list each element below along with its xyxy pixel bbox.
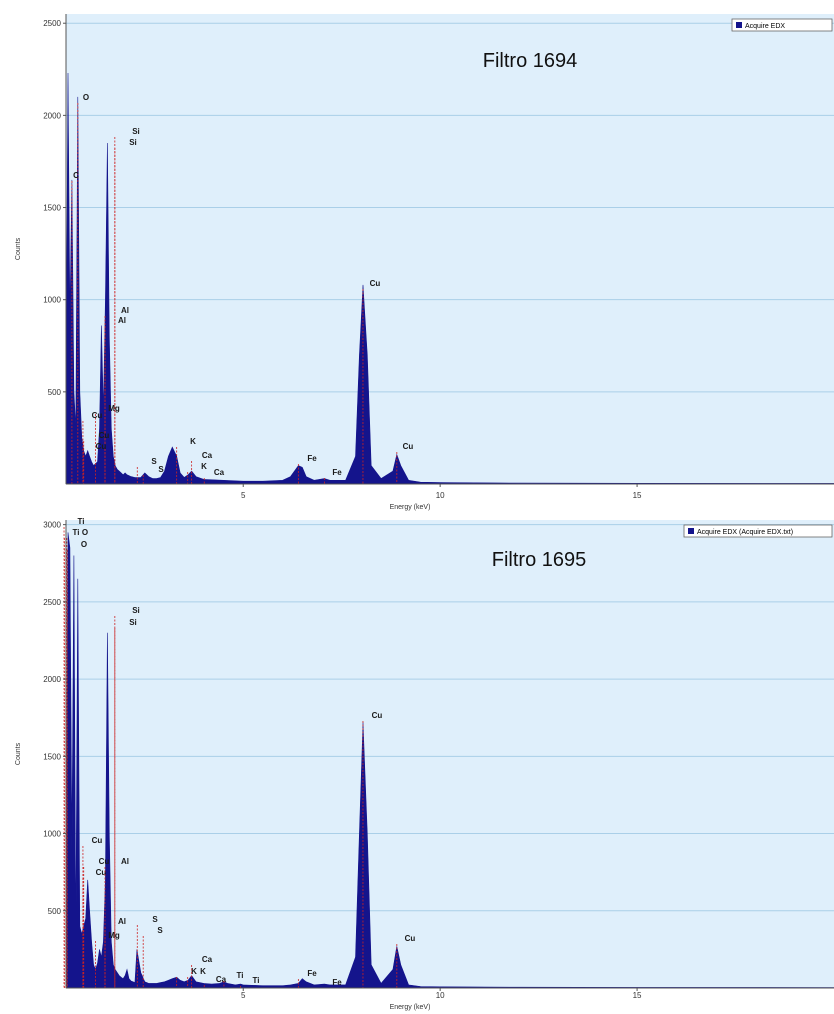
peak-label: Si	[132, 606, 140, 615]
spectrum-panel-filtro-1695: Ti O Ti O Si Si Cu Cu Cu Al Al Mg S S K Ca K Ca Ti Ti Fe Fe Cu…	[0, 514, 834, 1014]
y-tick-label: 500	[48, 388, 62, 397]
peak-label: Cu	[96, 442, 107, 451]
x-tick-label: 5	[241, 491, 246, 500]
y-tick-label: 3000	[43, 521, 61, 530]
y-tick-label: 1000	[43, 830, 61, 839]
peak-label: Si	[132, 127, 140, 136]
peak-label: Ti	[253, 976, 260, 985]
y-tick-label: 1000	[43, 296, 61, 305]
peak-label: Al	[118, 917, 126, 926]
y-tick-label: 2500	[43, 19, 61, 28]
peak-label: Ti	[73, 528, 80, 537]
peak-label: K	[190, 437, 196, 446]
peak-label: Cu	[405, 934, 416, 943]
peak-label: Cu	[99, 431, 110, 440]
y-tick-label: 2000	[43, 675, 61, 684]
y-axis-title: Counts	[15, 237, 22, 260]
peak-label: Mg	[108, 931, 120, 940]
x-tick-label: 15	[633, 491, 642, 500]
peak-label: Fe	[332, 468, 342, 477]
peak-label: Fe	[307, 454, 317, 463]
legend-label: Acquire EDX (Acquire EDX.txt)	[697, 529, 793, 536]
x-tick-label: 15	[633, 991, 642, 1000]
peak-label: Cu	[96, 868, 107, 877]
peak-label: S	[151, 457, 157, 466]
peak-label: Ca	[216, 975, 227, 984]
peak-label: Si	[129, 138, 137, 147]
peak-label: K	[201, 462, 207, 471]
peak-label: Ti	[78, 517, 85, 526]
chart-title: Filtro 1695	[492, 549, 587, 571]
y-tick-label: 1500	[43, 204, 61, 213]
chart-title: Filtro 1694	[483, 50, 578, 72]
peak-label: O	[83, 93, 89, 102]
peak-label: Al	[121, 306, 129, 315]
x-tick-label: 10	[436, 991, 445, 1000]
peak-label: S	[152, 915, 158, 924]
peak-label: Si	[129, 618, 137, 627]
peak-label: Cu	[99, 857, 110, 866]
x-tick-label: 10	[436, 491, 445, 500]
peak-label: Cu	[372, 711, 383, 720]
peak-label: Cu	[370, 279, 381, 288]
y-tick-label: 1500	[43, 752, 61, 761]
peak-label: S	[158, 465, 164, 474]
peak-label: Cu	[403, 442, 414, 451]
legend-swatch	[736, 22, 742, 28]
peak-label: Ti	[237, 971, 244, 980]
legend-box	[683, 524, 833, 538]
peak-label: Al	[118, 316, 126, 325]
spectrum-panel-filtro-1694: O C Si Si Al Al Mg Cu Cu Cu K S S Ca K Ca Fe Fe Cu Cu 500 100…	[15, 14, 834, 511]
peak-label: Mg	[108, 404, 120, 413]
y-tick-label: 500	[48, 907, 62, 916]
peak-label: O	[82, 528, 88, 537]
peak-label: Cu	[92, 411, 103, 420]
peak-label: C	[73, 171, 79, 180]
plot-area	[66, 520, 834, 988]
y-tick-label: 2000	[43, 111, 61, 120]
legend-label: Acquire EDX	[745, 23, 785, 30]
peak-label: Ca	[214, 468, 225, 477]
legend: Acquire EDX (Acquire EDX.txt)	[683, 524, 833, 538]
peak-label: Cu	[92, 836, 103, 845]
x-tick-label: 5	[241, 991, 246, 1000]
spectrum-area	[65, 72, 834, 485]
spectrum-area	[65, 532, 834, 989]
peak-label: Ca	[202, 451, 213, 460]
y-tick-label: 2500	[43, 598, 61, 607]
legend-box	[731, 18, 833, 32]
legend-swatch	[688, 528, 694, 534]
legend: Acquire EDX	[731, 18, 833, 32]
peak-label: S	[157, 926, 163, 935]
peak-label: O	[81, 540, 87, 549]
peak-label: Ca	[202, 955, 213, 964]
x-axis-title: Energy (keV)	[390, 504, 431, 511]
peak-label: Fe	[332, 978, 342, 987]
y-axis-title: Counts	[15, 742, 22, 765]
plot-area	[66, 14, 834, 484]
x-axis-title: Energy (keV)	[390, 1004, 431, 1011]
peak-label: Al	[121, 857, 129, 866]
peak-label: K	[200, 967, 206, 976]
peak-label: K	[191, 967, 197, 976]
peak-label: Fe	[307, 969, 317, 978]
